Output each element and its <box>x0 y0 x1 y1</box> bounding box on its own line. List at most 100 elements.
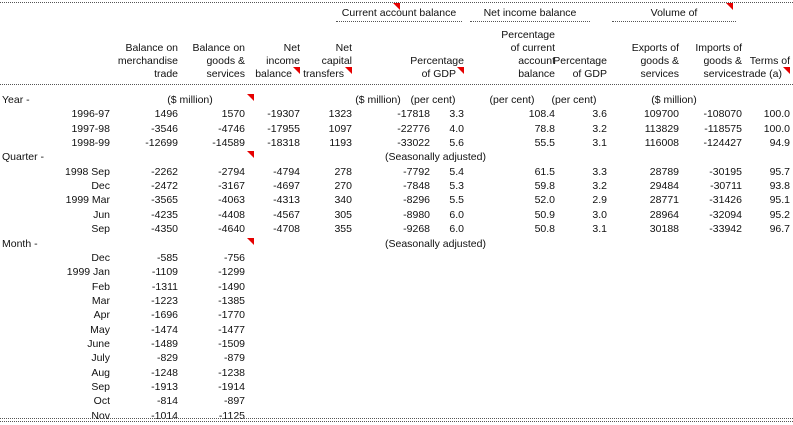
group-header-current-account-balance[interactable]: Current account balance <box>335 7 463 20</box>
table-cell[interactable]: -1109 <box>151 266 178 279</box>
column-header-percentage-of-current-account-balance[interactable]: Percentage of current account balance <box>501 29 555 81</box>
column-header-exports-goods-services[interactable]: Exports of goods & services <box>632 42 679 81</box>
table-cell[interactable]: -1311 <box>151 280 178 293</box>
table-cell[interactable]: -33942 <box>709 223 742 236</box>
table-cell[interactable]: -1489 <box>151 337 178 350</box>
row-label[interactable]: June <box>87 337 110 350</box>
row-label[interactable]: July <box>91 352 110 365</box>
table-cell[interactable]: -4350 <box>151 223 178 236</box>
table-cell[interactable]: -18318 <box>267 137 300 150</box>
table-cell[interactable]: 93.8 <box>769 180 790 193</box>
table-cell[interactable]: -8980 <box>403 208 430 221</box>
comment-marker-icon[interactable] <box>345 67 352 74</box>
table-cell[interactable]: 3.2 <box>592 180 607 193</box>
table-cell[interactable]: 3.3 <box>592 165 607 178</box>
table-cell[interactable]: -108070 <box>703 108 742 121</box>
table-cell[interactable]: -22776 <box>397 122 430 135</box>
table-cell[interactable]: 305 <box>334 208 352 221</box>
table-cell[interactable]: -17955 <box>267 122 300 135</box>
table-cell[interactable]: 1496 <box>154 108 178 121</box>
table-cell[interactable]: -1238 <box>218 366 245 379</box>
table-cell[interactable]: -4567 <box>273 208 300 221</box>
row-label[interactable]: Sep <box>91 223 110 236</box>
table-cell[interactable]: -4697 <box>273 180 300 193</box>
table-cell[interactable]: -17818 <box>397 108 430 121</box>
row-label[interactable]: Apr <box>93 309 110 322</box>
table-cell[interactable]: -9268 <box>403 223 430 236</box>
table-cell[interactable]: -1490 <box>218 280 245 293</box>
table-cell[interactable]: -4408 <box>218 208 245 221</box>
table-cell[interactable]: -7848 <box>403 180 430 193</box>
table-cell[interactable]: 3.6 <box>592 108 607 121</box>
section-label[interactable]: Month - <box>2 237 38 250</box>
table-cell[interactable]: -2472 <box>151 180 178 193</box>
table-cell[interactable]: -33022 <box>397 137 430 150</box>
table-cell[interactable]: 94.9 <box>769 137 790 150</box>
row-label[interactable]: Mar <box>91 294 110 307</box>
table-cell[interactable]: 6.0 <box>449 223 464 236</box>
table-cell[interactable]: 5.5 <box>449 194 464 207</box>
table-cell[interactable]: 113829 <box>644 122 679 135</box>
section-label[interactable]: Year - <box>2 94 30 106</box>
table-cell[interactable]: 59.8 <box>534 180 555 193</box>
table-cell[interactable]: 2.9 <box>592 194 607 207</box>
column-header-net-income-balance[interactable]: Net income balance <box>255 42 300 81</box>
table-cell[interactable]: -2794 <box>218 165 245 178</box>
table-cell[interactable]: -32094 <box>709 208 742 221</box>
table-cell[interactable]: -1913 <box>151 381 178 393</box>
table-cell[interactable]: -1477 <box>218 323 245 336</box>
row-label[interactable]: Jun <box>93 208 110 221</box>
table-cell[interactable]: -1770 <box>218 309 245 322</box>
table-cell[interactable]: 30188 <box>649 223 679 236</box>
table-cell[interactable]: -585 <box>156 251 178 264</box>
table-cell[interactable]: -4235 <box>151 208 178 221</box>
table-cell[interactable]: -879 <box>223 352 245 365</box>
table-cell[interactable]: 55.5 <box>534 137 555 150</box>
table-cell[interactable]: 28964 <box>649 208 679 221</box>
table-cell[interactable]: 100.0 <box>763 108 790 121</box>
table-cell[interactable]: 3.1 <box>592 223 607 236</box>
table-cell[interactable]: -1509 <box>218 337 245 350</box>
table-cell[interactable]: -1914 <box>218 381 245 393</box>
table-cell[interactable]: 1570 <box>221 108 245 121</box>
table-cell[interactable]: -4746 <box>218 122 245 135</box>
table-cell[interactable]: 29484 <box>649 180 679 193</box>
table-cell[interactable]: -814 <box>156 395 178 408</box>
table-cell[interactable]: 52.0 <box>534 194 555 207</box>
table-cell[interactable]: 5.4 <box>449 165 464 178</box>
table-cell[interactable]: -3546 <box>151 122 178 135</box>
comment-marker-icon[interactable] <box>783 67 790 74</box>
table-cell[interactable]: -897 <box>223 395 245 408</box>
table-cell[interactable]: 3.2 <box>592 122 607 135</box>
comment-marker-icon[interactable] <box>726 3 733 10</box>
row-label[interactable]: May <box>90 323 110 336</box>
table-cell[interactable]: 4.0 <box>449 122 464 135</box>
column-header-terms-of-trade[interactable]: Terms of trade (a) <box>742 55 790 81</box>
table-cell[interactable]: -30195 <box>709 165 742 178</box>
row-label[interactable]: Sep <box>91 381 110 393</box>
table-cell[interactable]: 5.6 <box>449 137 464 150</box>
table-cell[interactable]: -31426 <box>709 194 742 207</box>
table-cell[interactable]: -3565 <box>151 194 178 207</box>
row-label[interactable]: Feb <box>91 280 110 293</box>
row-label[interactable]: Dec <box>91 251 110 264</box>
row-label[interactable]: 1996-97 <box>71 108 110 121</box>
row-label[interactable]: Aug <box>91 366 110 379</box>
row-label[interactable]: 1999 Mar <box>65 194 110 207</box>
column-header-imports-goods-services[interactable]: Imports of goods & services <box>695 42 742 81</box>
table-cell[interactable]: 109700 <box>643 108 679 121</box>
table-cell[interactable]: 50.8 <box>534 223 555 236</box>
table-cell[interactable]: -8296 <box>403 194 430 207</box>
table-cell[interactable]: 3.1 <box>592 137 607 150</box>
table-cell[interactable]: -124427 <box>703 137 742 150</box>
table-cell[interactable]: 78.8 <box>534 122 555 135</box>
table-cell[interactable]: -3167 <box>218 180 245 193</box>
table-cell[interactable]: 1323 <box>328 108 352 121</box>
table-cell[interactable]: -1299 <box>218 266 245 279</box>
table-cell[interactable]: 3.3 <box>449 108 464 121</box>
table-cell[interactable]: -2262 <box>151 165 178 178</box>
group-header-volume-of[interactable]: Volume of <box>612 7 736 20</box>
comment-marker-icon[interactable] <box>393 3 400 10</box>
table-cell[interactable]: -14589 <box>212 137 245 150</box>
table-cell[interactable]: -118575 <box>704 122 742 135</box>
